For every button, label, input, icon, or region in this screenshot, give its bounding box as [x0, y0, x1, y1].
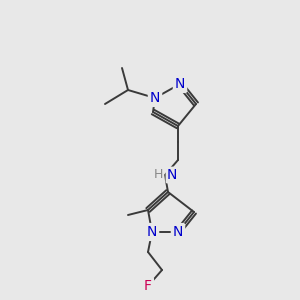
Text: F: F: [144, 279, 152, 293]
Text: N: N: [147, 225, 157, 239]
Text: N: N: [173, 225, 183, 239]
Text: N: N: [175, 77, 185, 91]
Text: N: N: [167, 168, 177, 182]
Text: N: N: [150, 91, 160, 105]
Text: H: H: [154, 169, 163, 182]
